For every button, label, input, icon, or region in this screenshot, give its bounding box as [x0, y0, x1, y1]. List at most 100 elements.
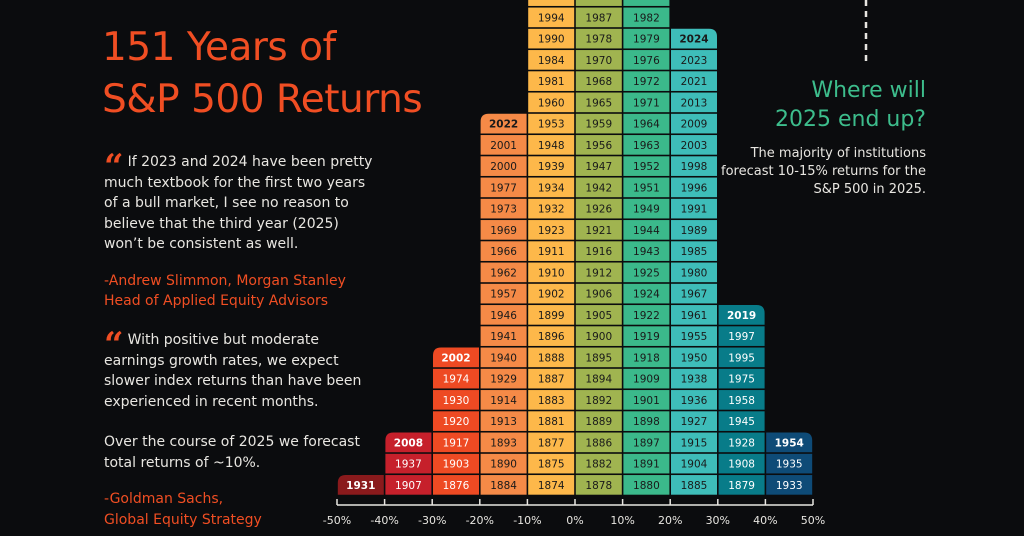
histogram-cell: [623, 198, 670, 219]
histogram-cell: [528, 177, 575, 198]
histogram-cell: [480, 135, 527, 155]
year-label: 1899: [538, 310, 565, 322]
histogram-cell: [575, 241, 622, 261]
histogram-cell: [337, 475, 384, 495]
histogram-cell: [480, 262, 527, 283]
histogram-cell: [671, 92, 717, 113]
x-tick-label: 30%: [706, 514, 730, 527]
year-label: 1946: [490, 310, 517, 322]
quote-attribution: -Andrew Slimmon, Morgan Stanley Head of …: [104, 271, 374, 312]
year-label: 1943: [633, 246, 660, 258]
histogram-cell: [718, 453, 765, 474]
x-tick-label: -50%: [323, 514, 351, 527]
histogram-cell: [575, 432, 622, 453]
histogram-cell: [718, 326, 765, 346]
x-tick-label: -10%: [513, 514, 541, 527]
quote-body: If 2023 and 2024 have been pretty much t…: [104, 154, 373, 252]
histogram-cell: [671, 262, 717, 283]
histogram-cell: [671, 71, 717, 91]
histogram-cell: [718, 475, 765, 495]
histogram-cell: [385, 453, 432, 474]
histogram-cell: [480, 283, 527, 304]
histogram-cell: [575, 177, 622, 198]
year-label: 2023: [681, 55, 708, 67]
x-tick-label: 20%: [658, 514, 682, 527]
year-label: 1925: [633, 267, 660, 279]
histogram-cell: [718, 432, 765, 453]
year-label: 1977: [490, 182, 517, 194]
year-label: 1930: [443, 395, 470, 407]
year-label: 1917: [443, 437, 470, 449]
year-label: 1957: [490, 289, 517, 301]
year-label: 1924: [633, 289, 660, 301]
year-label: 1981: [538, 76, 565, 88]
histogram-cell: [528, 432, 575, 453]
year-label: 1940: [490, 352, 517, 364]
histogram-cell: [671, 156, 717, 176]
year-label: 1995: [728, 352, 755, 364]
title-line-1: 151 Years of: [102, 25, 336, 70]
year-label: 1886: [585, 437, 612, 449]
year-label: 1966: [490, 246, 517, 258]
histogram-cell: [480, 220, 527, 240]
year-label: 1882: [585, 459, 612, 471]
histogram-cell: [528, 411, 575, 431]
x-tick-label: 40%: [753, 514, 777, 527]
year-label: 1907: [395, 480, 422, 492]
histogram-cell: [575, 71, 622, 91]
histogram-cell: [433, 347, 479, 368]
histogram-cell: [480, 177, 527, 198]
histogram-cell: [623, 177, 670, 198]
year-label: 1881: [538, 416, 565, 428]
histogram-cell: [623, 305, 670, 325]
year-label: 1953: [538, 119, 565, 131]
histogram-cell: [528, 135, 575, 155]
year-label: 1885: [681, 480, 708, 492]
year-label: 1959: [585, 119, 612, 131]
histogram-cell: [575, 475, 622, 495]
histogram-cell: [575, 326, 622, 346]
year-label: 1954: [775, 437, 804, 449]
year-label: 1991: [681, 204, 708, 216]
histogram-cell: [718, 411, 765, 431]
x-tick-label: -20%: [466, 514, 494, 527]
histogram-cell: [528, 390, 575, 410]
year-label: 1888: [538, 352, 565, 364]
year-label: 1987: [585, 12, 612, 24]
year-label: 1990: [538, 34, 565, 46]
year-label: 1971: [633, 97, 660, 109]
histogram-cell: [528, 326, 575, 346]
year-label: 1933: [776, 480, 803, 492]
year-label: 1928: [728, 437, 755, 449]
histogram-cell: [480, 156, 527, 176]
histogram-cell: [528, 283, 575, 304]
year-label: 2003: [681, 140, 708, 152]
year-label: 1895: [585, 352, 612, 364]
year-label: 1968: [585, 76, 612, 88]
quote-text: “If 2023 and 2024 have been pretty much …: [104, 150, 374, 255]
histogram-cell: [671, 453, 717, 474]
histogram-cell: [433, 390, 479, 410]
year-label: 1916: [585, 246, 612, 258]
year-label: 1970: [585, 55, 612, 67]
histogram-cell: [480, 241, 527, 261]
histogram-cell: [528, 305, 575, 325]
year-label: 1945: [728, 416, 755, 428]
year-label: 1963: [633, 140, 660, 152]
year-label: 1964: [633, 119, 660, 131]
year-label: 1902: [538, 289, 565, 301]
histogram-cell: [528, 28, 575, 49]
year-label: 1969: [490, 225, 517, 237]
histogram-cell: [623, 113, 670, 134]
histogram-cell: [623, 347, 670, 368]
year-label: 1989: [681, 225, 708, 237]
histogram-cell: [528, 156, 575, 176]
histogram-cell: [480, 326, 527, 346]
histogram-cell: [480, 113, 527, 134]
histogram-cell: [623, 7, 670, 28]
quote-attribution: -Goldman Sachs, Global Equity Strategy: [104, 489, 374, 530]
histogram-cell: [623, 135, 670, 155]
histogram-cell: [480, 198, 527, 219]
year-label: 1923: [538, 225, 565, 237]
histogram-cell: [575, 198, 622, 219]
